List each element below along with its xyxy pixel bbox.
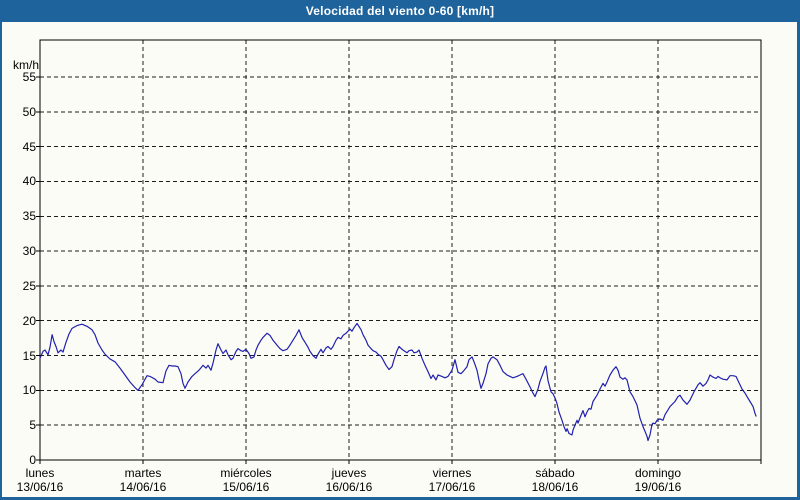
day-date: 17/06/16 — [428, 480, 476, 494]
day-date: 16/06/16 — [325, 480, 373, 494]
y-tick-label: 10 — [22, 383, 36, 398]
y-tick-label: 35 — [22, 209, 36, 224]
y-tick-label: 0 — [29, 453, 36, 467]
y-tick-label: 40 — [22, 174, 36, 189]
y-tick-label: 55 — [22, 70, 36, 84]
day-name: viernes — [432, 466, 472, 480]
y-tick-label: 30 — [22, 244, 36, 259]
day-date: 13/06/16 — [16, 480, 64, 494]
day-name: sábado — [535, 466, 575, 480]
day-name: jueves — [331, 466, 367, 480]
y-tick-label: 15 — [22, 348, 36, 363]
chart-area: km/h 0 5 10 15 20 25 30 35 40 45 50 55 lunes 13/06/1… — [2, 22, 797, 497]
y-tick-label: 50 — [22, 104, 36, 119]
day-date: 19/06/16 — [634, 480, 682, 494]
x-day-label: sábado 18/06/16 — [532, 466, 579, 494]
y-tick-label: 20 — [22, 313, 36, 328]
day-date: 15/06/16 — [222, 480, 270, 494]
day-name: martes — [124, 466, 162, 480]
x-day-label: viernes 17/06/16 — [429, 466, 476, 494]
day-date: 14/06/16 — [119, 480, 167, 494]
day-name: lunes — [25, 466, 55, 480]
y-tick-label: 25 — [22, 278, 36, 293]
day-name: miércoles — [220, 466, 272, 480]
y-tick-label: 45 — [22, 139, 36, 154]
y-axis-unit-label: km/h — [12, 58, 39, 72]
day-name: domingo — [634, 466, 682, 480]
y-tick-label: 5 — [29, 418, 36, 433]
x-day-label: lunes 13/06/16 — [17, 466, 64, 494]
chart-title: Velocidad del viento 0-60 [km/h] — [305, 4, 495, 18]
title-bar: Velocidad del viento 0-60 [km/h] — [0, 0, 800, 22]
x-day-label: miércoles 15/06/16 — [220, 466, 271, 494]
x-day-label: martes 14/06/16 — [120, 466, 167, 494]
day-date: 18/06/16 — [531, 480, 579, 494]
x-day-label: jueves 16/06/16 — [326, 466, 373, 494]
x-day-label: domingo 19/06/16 — [635, 466, 682, 494]
